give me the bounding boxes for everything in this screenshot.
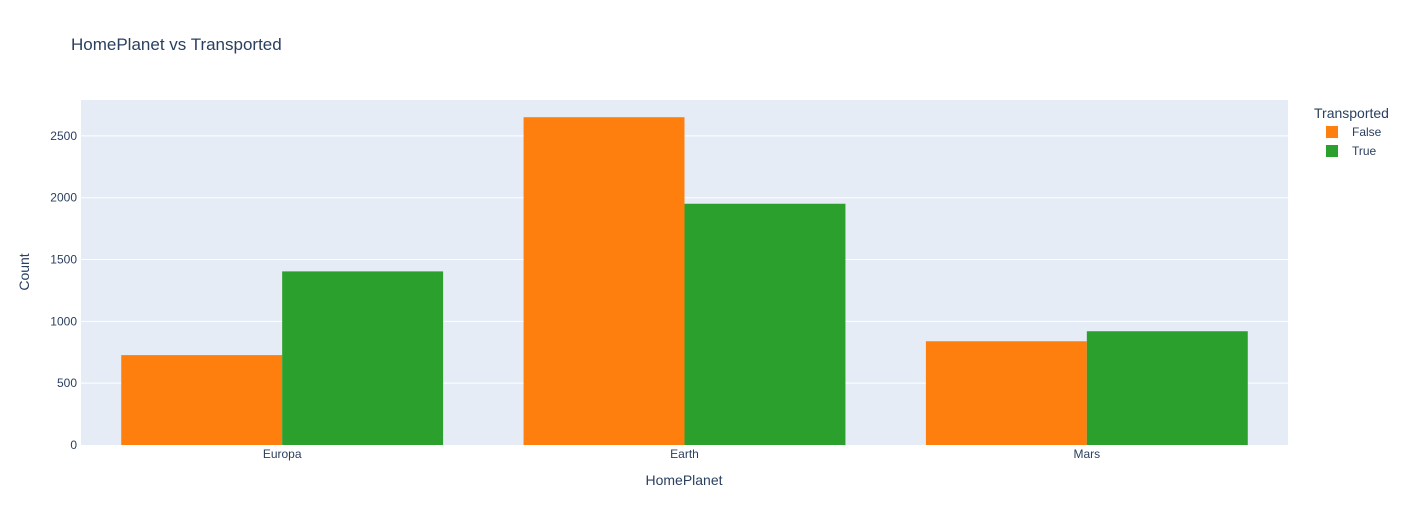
y-tick-label: 1500 xyxy=(50,253,77,267)
bar-earth-false xyxy=(523,117,685,445)
legend-swatch xyxy=(1326,126,1338,138)
legend: Transported False True xyxy=(1314,105,1389,158)
y-tick-label: 0 xyxy=(70,438,77,452)
legend-label: False xyxy=(1352,125,1382,139)
legend-label: True xyxy=(1352,144,1377,158)
x-tick-label: Mars xyxy=(1073,447,1100,461)
y-axis-ticks: 0 500 1000 1500 2000 2500 xyxy=(50,129,77,452)
y-tick-label: 1000 xyxy=(50,314,77,328)
y-tick-label: 500 xyxy=(57,376,77,390)
legend-title: Transported xyxy=(1314,105,1389,121)
bar-earth-true xyxy=(684,203,846,445)
x-tick-label: Europa xyxy=(263,447,302,461)
bar-europa-false xyxy=(121,355,283,445)
y-axis-title: Count xyxy=(16,253,32,290)
bar-mars-false xyxy=(925,341,1087,445)
y-tick-label: 2500 xyxy=(50,129,77,143)
x-tick-label: Earth xyxy=(670,447,699,461)
legend-items: False True xyxy=(1326,125,1382,158)
bar-mars-true xyxy=(1086,331,1248,445)
bar-europa-true xyxy=(282,271,444,445)
chart-title: HomePlanet vs Transported xyxy=(71,35,282,54)
x-axis-ticks: Europa Earth Mars xyxy=(263,447,1100,461)
bars xyxy=(121,117,1248,445)
legend-swatch xyxy=(1326,145,1338,157)
x-axis-title: HomePlanet xyxy=(645,472,722,488)
y-tick-label: 2000 xyxy=(50,191,77,205)
